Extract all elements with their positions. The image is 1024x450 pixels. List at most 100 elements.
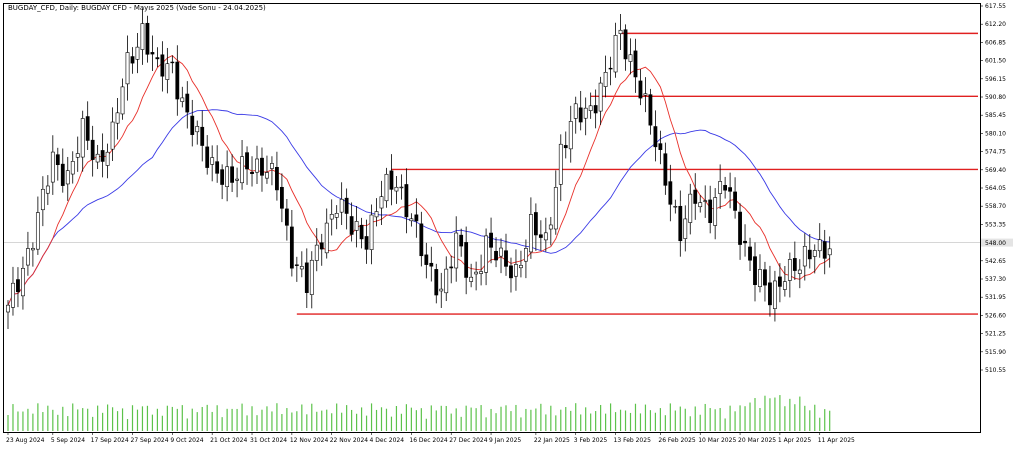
y-tick-label: 558.70 <box>985 203 1006 210</box>
candle-body <box>284 208 289 226</box>
candle-body <box>703 200 708 202</box>
x-tick-label: 13 Feb 2025 <box>614 437 652 444</box>
candle-body <box>70 161 75 175</box>
candle-body <box>155 57 160 60</box>
candle-body <box>30 248 35 251</box>
candle-body <box>334 213 339 218</box>
candle-body <box>349 216 354 235</box>
candle-body <box>509 265 513 279</box>
candle-body <box>553 187 558 230</box>
candle-body <box>90 139 95 160</box>
candle-body <box>583 107 588 119</box>
candle-body <box>519 264 523 269</box>
candle-body <box>484 235 488 273</box>
candle-body <box>404 184 409 218</box>
x-tick-label: 17 Sep 2024 <box>91 437 129 444</box>
candle-body <box>210 157 215 165</box>
x-tick-label: 16 Dec 2024 <box>409 437 448 444</box>
candle-body <box>628 54 633 62</box>
candle-body <box>95 153 100 163</box>
x-tick-label: 1 Apr 2025 <box>778 437 811 444</box>
candle-body <box>429 262 434 267</box>
candle-body <box>573 103 578 119</box>
candle-body <box>55 154 60 166</box>
candle-body <box>807 249 812 260</box>
y-tick-label: 515.90 <box>985 349 1006 356</box>
candle-body <box>399 186 404 189</box>
candle-body <box>797 269 802 274</box>
candle-body <box>120 86 125 115</box>
candle-body <box>394 186 399 192</box>
x-tick-label: 10 Mar 2025 <box>698 437 736 444</box>
candle-body <box>822 241 827 259</box>
candle-body <box>817 239 822 252</box>
candle-body <box>439 288 444 292</box>
candle-body <box>603 72 608 87</box>
candle-body <box>140 23 145 50</box>
candle-body <box>673 206 678 208</box>
candle-body <box>45 185 50 194</box>
candle-body <box>444 268 449 294</box>
candle-body <box>80 118 85 158</box>
candle-body <box>424 254 429 265</box>
candle-body <box>474 271 479 275</box>
candle-body <box>753 256 757 286</box>
y-tick-label: 590.80 <box>985 94 1006 101</box>
y-tick-label: 569.40 <box>985 167 1006 174</box>
candle-body <box>464 242 469 278</box>
candle-body <box>693 189 698 204</box>
candle-body <box>60 163 65 186</box>
x-tick-label: 27 Dec 2024 <box>449 437 488 444</box>
candle-body <box>309 259 314 295</box>
candle-body <box>160 54 165 77</box>
y-tick-label: 574.75 <box>985 149 1006 156</box>
candle-body <box>743 240 747 244</box>
candle-body <box>389 170 394 190</box>
current-price-box <box>981 238 1013 247</box>
candle-body <box>782 281 787 290</box>
chart-title: BUGDAY_CFD, Daily: BUGDAY CFD - Mayıs 20… <box>8 4 266 12</box>
candle-body <box>115 112 120 124</box>
y-tick-label: 553.35 <box>985 221 1006 228</box>
candle-body <box>374 211 379 218</box>
x-tick-label: 26 Feb 2025 <box>658 437 696 444</box>
x-tick-label: 11 Apr 2025 <box>818 437 855 444</box>
y-tick-label: 601.50 <box>985 58 1006 65</box>
candle-body <box>643 93 648 96</box>
candle-body <box>294 264 299 266</box>
candle-body <box>688 193 693 223</box>
candle-body <box>718 181 723 194</box>
candle-body <box>379 196 384 209</box>
candle-body <box>638 80 643 99</box>
candle-body <box>240 156 244 184</box>
candle-body <box>324 222 329 254</box>
candle-body <box>524 248 528 262</box>
x-tick-label: 3 Feb 2025 <box>574 437 608 444</box>
candle-body <box>708 199 713 223</box>
candle-body <box>588 105 593 111</box>
candle-body <box>623 29 628 60</box>
y-tick-label: 617.55 <box>985 3 1006 10</box>
candle-body <box>489 232 493 248</box>
candle-body <box>279 186 284 209</box>
x-tick-label: 27 Sep 2024 <box>131 437 169 444</box>
y-tick-label: 510.55 <box>985 367 1006 374</box>
candle-body <box>504 250 508 267</box>
candle-body <box>787 259 792 281</box>
candle-body <box>528 214 533 253</box>
y-tick-label: 526.60 <box>985 312 1006 319</box>
candle-body <box>613 35 618 73</box>
candle-body <box>150 52 155 55</box>
candle-body <box>319 242 324 250</box>
candle-body <box>409 218 414 222</box>
candle-body <box>359 224 364 240</box>
y-tick-label: 612.20 <box>985 21 1006 28</box>
candle-body <box>185 93 190 113</box>
candle-body <box>255 158 259 173</box>
candle-body <box>180 97 185 102</box>
y-tick-label: 580.10 <box>985 130 1006 137</box>
candle-body <box>563 145 568 149</box>
candle-body <box>653 126 658 148</box>
